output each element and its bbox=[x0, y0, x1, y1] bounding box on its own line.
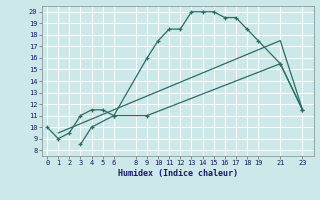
X-axis label: Humidex (Indice chaleur): Humidex (Indice chaleur) bbox=[118, 169, 237, 178]
